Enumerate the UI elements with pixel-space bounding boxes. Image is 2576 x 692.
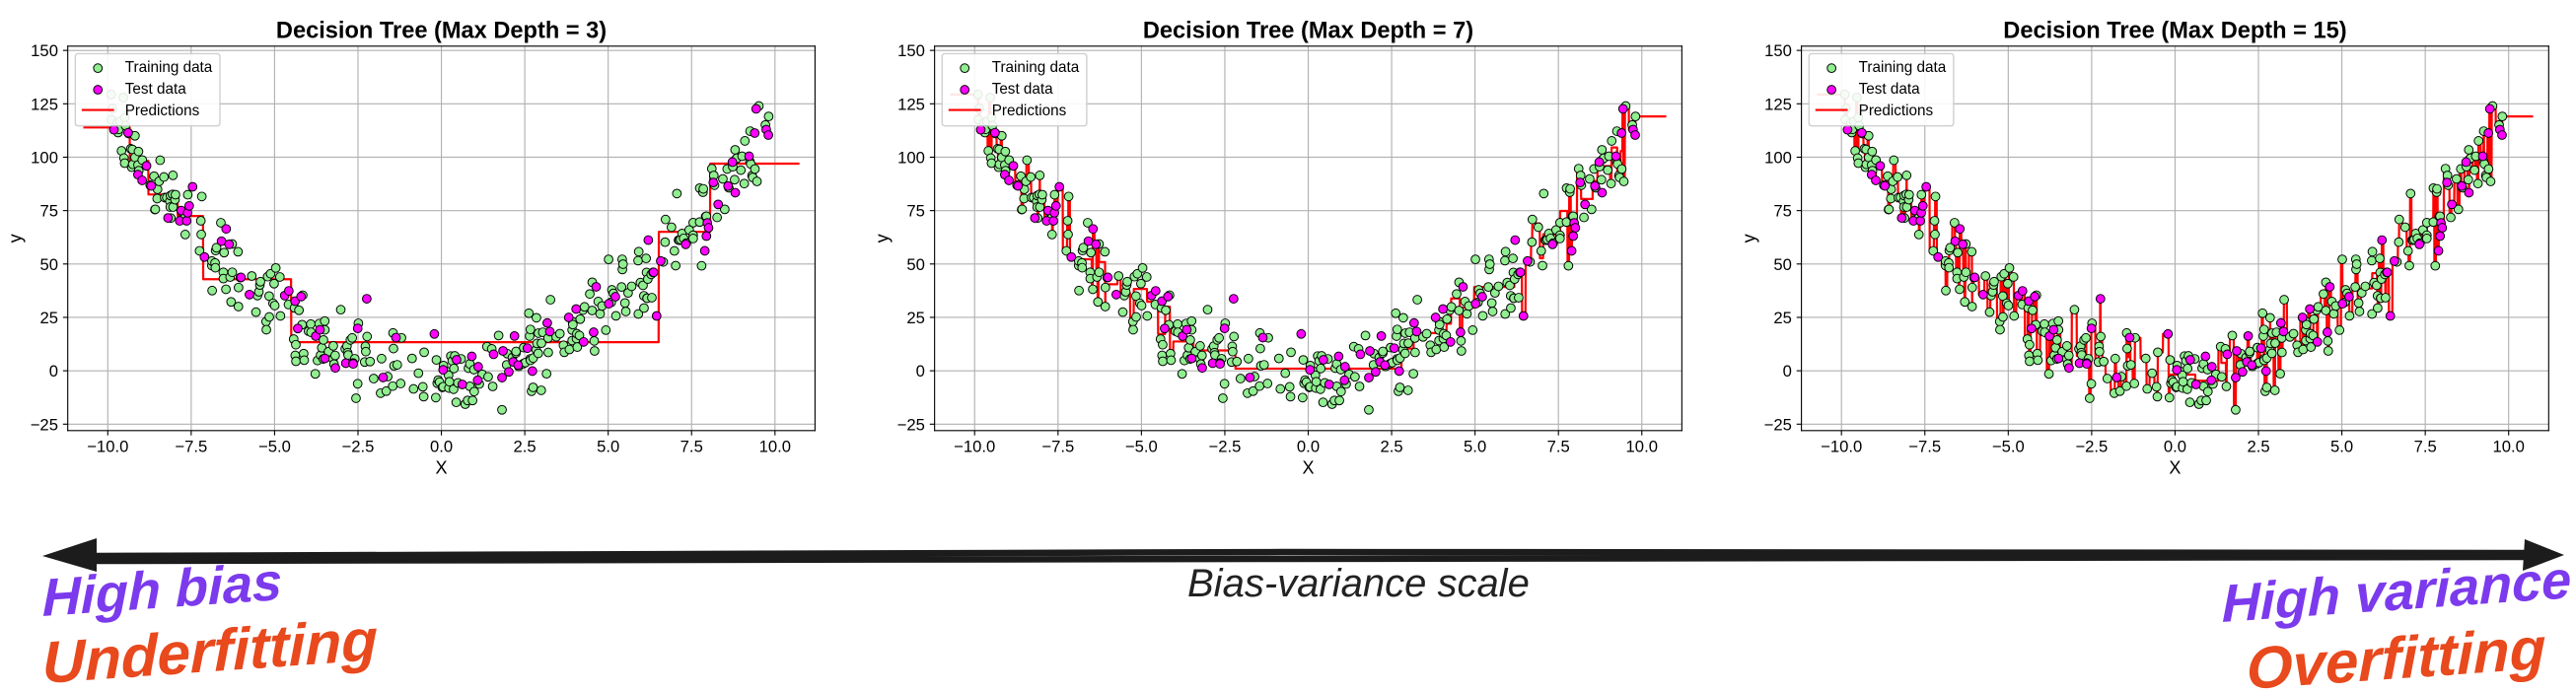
svg-text:−7.5: −7.5 xyxy=(175,438,207,456)
svg-text:2.5: 2.5 xyxy=(2247,438,2269,456)
svg-text:50: 50 xyxy=(1773,255,1792,274)
svg-text:2.5: 2.5 xyxy=(514,438,537,456)
svg-text:Test data: Test data xyxy=(125,81,186,98)
svg-text:−25: −25 xyxy=(1764,415,1792,434)
svg-text:125: 125 xyxy=(1764,95,1792,113)
svg-text:75: 75 xyxy=(39,202,58,221)
svg-text:150: 150 xyxy=(31,41,58,60)
svg-text:y: y xyxy=(5,234,25,242)
svg-text:7.5: 7.5 xyxy=(2414,438,2437,456)
svg-text:7.5: 7.5 xyxy=(680,438,703,456)
svg-text:Test data: Test data xyxy=(1859,81,1920,98)
svg-text:10.0: 10.0 xyxy=(2493,438,2525,456)
svg-text:−2.5: −2.5 xyxy=(342,438,375,456)
svg-text:X: X xyxy=(436,458,448,478)
svg-text:−7.5: −7.5 xyxy=(1908,438,1941,456)
svg-text:X: X xyxy=(1302,458,1314,478)
svg-text:Training data: Training data xyxy=(1859,59,1947,76)
svg-text:y: y xyxy=(872,234,892,242)
svg-text:100: 100 xyxy=(1764,149,1792,168)
svg-text:Training data: Training data xyxy=(125,59,213,76)
svg-text:0.0: 0.0 xyxy=(2164,438,2186,456)
svg-text:5.0: 5.0 xyxy=(597,438,619,456)
svg-text:150: 150 xyxy=(1764,41,1792,60)
svg-text:−2.5: −2.5 xyxy=(2075,438,2108,456)
svg-text:−5.0: −5.0 xyxy=(1125,438,1158,456)
svg-text:75: 75 xyxy=(1773,202,1792,221)
svg-text:50: 50 xyxy=(906,255,925,274)
svg-text:Training data: Training data xyxy=(992,59,1080,76)
svg-text:50: 50 xyxy=(39,255,58,274)
svg-text:2.5: 2.5 xyxy=(1380,438,1402,456)
svg-text:−25: −25 xyxy=(897,415,925,434)
svg-text:25: 25 xyxy=(39,309,58,327)
svg-text:Test data: Test data xyxy=(992,81,1053,98)
svg-text:0: 0 xyxy=(916,362,925,381)
svg-text:−10.0: −10.0 xyxy=(87,438,128,456)
svg-text:0: 0 xyxy=(1783,362,1792,381)
svg-text:75: 75 xyxy=(906,202,925,221)
svg-text:Decision Tree (Max Depth = 7): Decision Tree (Max Depth = 7) xyxy=(1143,18,1473,43)
svg-text:100: 100 xyxy=(31,149,58,168)
svg-text:10.0: 10.0 xyxy=(759,438,791,456)
svg-text:0.0: 0.0 xyxy=(1297,438,1320,456)
svg-text:5.0: 5.0 xyxy=(2330,438,2353,456)
svg-text:Predictions: Predictions xyxy=(125,103,200,119)
svg-text:Decision Tree (Max Depth = 15): Decision Tree (Max Depth = 15) xyxy=(2003,18,2346,43)
svg-text:Predictions: Predictions xyxy=(1859,103,1934,119)
svg-text:−5.0: −5.0 xyxy=(258,438,291,456)
svg-text:−10.0: −10.0 xyxy=(1821,438,1862,456)
svg-text:−10.0: −10.0 xyxy=(954,438,995,456)
svg-text:100: 100 xyxy=(897,149,925,168)
svg-text:−7.5: −7.5 xyxy=(1041,438,1074,456)
svg-text:5.0: 5.0 xyxy=(1464,438,1486,456)
svg-text:Decision Tree (Max Depth = 3): Decision Tree (Max Depth = 3) xyxy=(276,18,607,43)
svg-text:X: X xyxy=(2169,458,2181,478)
svg-text:Predictions: Predictions xyxy=(992,103,1067,119)
svg-text:25: 25 xyxy=(1773,309,1792,327)
svg-text:125: 125 xyxy=(897,95,925,113)
svg-text:−5.0: −5.0 xyxy=(1992,438,2025,456)
svg-text:7.5: 7.5 xyxy=(1547,438,1570,456)
svg-text:−2.5: −2.5 xyxy=(1208,438,1241,456)
svg-text:0: 0 xyxy=(49,362,58,381)
svg-text:−25: −25 xyxy=(31,415,58,434)
svg-text:0.0: 0.0 xyxy=(430,438,453,456)
svg-text:150: 150 xyxy=(897,41,925,60)
svg-text:y: y xyxy=(1739,234,1758,242)
svg-text:10.0: 10.0 xyxy=(1626,438,1658,456)
svg-text:25: 25 xyxy=(906,309,925,327)
svg-text:125: 125 xyxy=(31,95,58,113)
